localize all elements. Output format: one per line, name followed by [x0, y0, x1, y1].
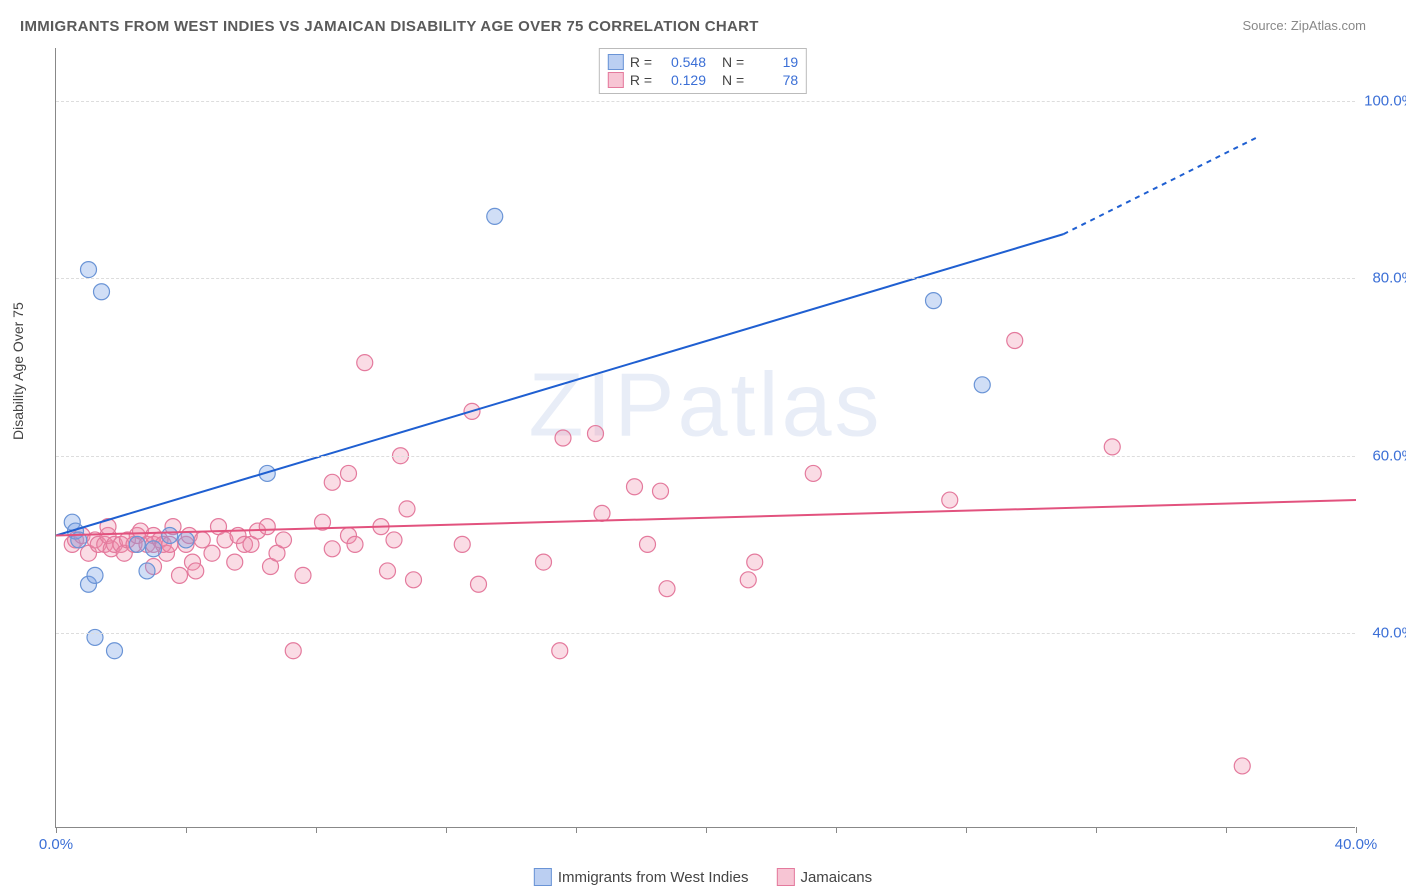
- westindies-point: [146, 541, 162, 557]
- x-tick-label: 40.0%: [1335, 836, 1378, 853]
- westindies-point: [81, 262, 97, 278]
- x-tick: [56, 827, 57, 833]
- jamaicans-point: [1007, 333, 1023, 349]
- westindies-trendline-dashed: [1064, 137, 1259, 235]
- westindies-point: [87, 567, 103, 583]
- jamaicans-point: [259, 519, 275, 535]
- jamaicans-point: [188, 563, 204, 579]
- westindies-point: [107, 643, 123, 659]
- legend-series-label: Jamaicans: [800, 869, 872, 886]
- jamaicans-point: [627, 479, 643, 495]
- y-tick-label: 80.0%: [1372, 270, 1406, 287]
- jamaicans-point: [324, 541, 340, 557]
- legend-n-label: N =: [722, 72, 744, 88]
- legend-n-label: N =: [722, 54, 744, 70]
- westindies-point: [139, 563, 155, 579]
- x-tick: [706, 827, 707, 833]
- jamaicans-point: [471, 576, 487, 592]
- x-tick: [966, 827, 967, 833]
- correlation-legend: R = 0.548 N = 19 R = 0.129 N = 78: [599, 48, 807, 94]
- westindies-point: [87, 629, 103, 645]
- x-tick: [1096, 827, 1097, 833]
- legend-top-row: R = 0.548 N = 19: [608, 53, 798, 71]
- jamaicans-point: [324, 474, 340, 490]
- y-tick-label: 40.0%: [1372, 625, 1406, 642]
- jamaicans-point: [536, 554, 552, 570]
- x-tick: [836, 827, 837, 833]
- jamaicans-point: [659, 581, 675, 597]
- legend-r-value: 0.129: [658, 72, 706, 88]
- legend-swatch: [608, 54, 624, 70]
- gridline: [56, 101, 1355, 102]
- jamaicans-point: [454, 536, 470, 552]
- jamaicans-point: [406, 572, 422, 588]
- jamaicans-point: [285, 643, 301, 659]
- legend-r-value: 0.548: [658, 54, 706, 70]
- legend-top-row: R = 0.129 N = 78: [608, 71, 798, 89]
- jamaicans-point: [942, 492, 958, 508]
- jamaicans-point: [227, 554, 243, 570]
- jamaicans-point: [594, 505, 610, 521]
- legend-n-value: 78: [750, 72, 798, 88]
- x-tick: [1226, 827, 1227, 833]
- jamaicans-point: [653, 483, 669, 499]
- legend-swatch: [776, 868, 794, 886]
- legend-n-value: 19: [750, 54, 798, 70]
- jamaicans-point: [1104, 439, 1120, 455]
- x-tick: [446, 827, 447, 833]
- source-attribution: Source: ZipAtlas.com: [1242, 18, 1366, 33]
- chart-plot-area: ZIPatlas 40.0%60.0%80.0%100.0%0.0%40.0%: [55, 48, 1355, 828]
- gridline: [56, 633, 1355, 634]
- page-title: IMMIGRANTS FROM WEST INDIES VS JAMAICAN …: [20, 18, 759, 35]
- legend-series-label: Immigrants from West Indies: [558, 869, 749, 886]
- legend-swatch: [608, 72, 624, 88]
- scatter-plot-svg: [56, 48, 1355, 827]
- westindies-point: [487, 208, 503, 224]
- gridline: [56, 456, 1355, 457]
- jamaicans-point: [172, 567, 188, 583]
- jamaicans-point: [380, 563, 396, 579]
- westindies-point: [94, 284, 110, 300]
- legend-bottom-item: Immigrants from West Indies: [534, 868, 749, 886]
- jamaicans-point: [552, 643, 568, 659]
- y-tick-label: 100.0%: [1364, 93, 1406, 110]
- jamaicans-point: [747, 554, 763, 570]
- y-tick-label: 60.0%: [1372, 447, 1406, 464]
- x-tick: [316, 827, 317, 833]
- jamaicans-point: [740, 572, 756, 588]
- x-tick-label: 0.0%: [39, 836, 73, 853]
- jamaicans-point: [399, 501, 415, 517]
- jamaicans-point: [194, 532, 210, 548]
- legend-swatch: [534, 868, 552, 886]
- westindies-point: [926, 293, 942, 309]
- jamaicans-point: [204, 545, 220, 561]
- jamaicans-point: [386, 532, 402, 548]
- jamaicans-point: [805, 465, 821, 481]
- jamaicans-point: [555, 430, 571, 446]
- westindies-point: [178, 532, 194, 548]
- gridline: [56, 278, 1355, 279]
- jamaicans-point: [276, 532, 292, 548]
- jamaicans-trendline: [56, 500, 1356, 535]
- legend-r-label: R =: [630, 72, 652, 88]
- series-legend: Immigrants from West Indies Jamaicans: [534, 868, 872, 886]
- legend-bottom-item: Jamaicans: [776, 868, 872, 886]
- jamaicans-point: [588, 426, 604, 442]
- jamaicans-point: [295, 567, 311, 583]
- y-axis-label: Disability Age Over 75: [10, 302, 26, 440]
- jamaicans-point: [341, 465, 357, 481]
- westindies-point: [974, 377, 990, 393]
- jamaicans-point: [357, 355, 373, 371]
- jamaicans-point: [347, 536, 363, 552]
- westindies-point: [162, 528, 178, 544]
- westindies-point: [129, 536, 145, 552]
- x-tick: [576, 827, 577, 833]
- jamaicans-point: [640, 536, 656, 552]
- jamaicans-point: [1234, 758, 1250, 774]
- x-tick: [186, 827, 187, 833]
- x-tick: [1356, 827, 1357, 833]
- legend-r-label: R =: [630, 54, 652, 70]
